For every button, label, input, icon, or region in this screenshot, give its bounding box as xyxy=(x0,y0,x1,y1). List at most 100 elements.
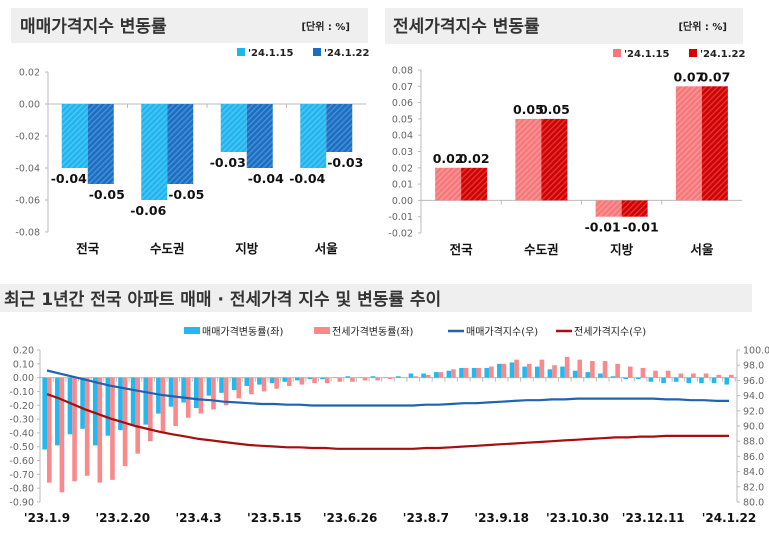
y-tick-label: 0.04 xyxy=(392,131,413,142)
bar xyxy=(509,362,515,378)
bar xyxy=(105,377,111,436)
bar xyxy=(362,377,368,381)
y-tick-label: 0.01 xyxy=(392,180,413,191)
bar xyxy=(269,377,275,384)
category-label: 전국 xyxy=(450,242,474,257)
bar xyxy=(653,370,658,378)
bar xyxy=(585,372,591,378)
sale-chart-title: 매매가격지수 변동률 xyxy=(20,17,167,37)
bar xyxy=(307,377,313,380)
bar xyxy=(324,377,330,384)
bar xyxy=(598,373,603,378)
data-label: -0.04 xyxy=(248,171,284,186)
bar xyxy=(729,374,734,378)
bar xyxy=(476,367,482,378)
bar-hatch xyxy=(220,104,247,152)
sale-chart-unit: [단위 : %] xyxy=(301,20,350,33)
line-series xyxy=(46,369,729,407)
legend-label: '24.1.15 xyxy=(248,48,293,59)
data-label: -0.05 xyxy=(168,187,204,202)
y-tick-label: -0.02 xyxy=(15,132,40,143)
bar xyxy=(249,377,254,395)
bar xyxy=(446,370,452,378)
sale-chart-title-band xyxy=(11,8,368,43)
yearly-trend-chart: 최근 1년간 전국 아파트 매매 · 전세가격 지수 및 변동률 추이 0.20… xyxy=(0,284,769,525)
data-label: 0.02 xyxy=(459,151,490,166)
bar xyxy=(489,366,494,378)
bar xyxy=(156,377,161,414)
bar xyxy=(345,376,351,378)
bar xyxy=(59,377,65,493)
left-tick-label: 0.10 xyxy=(13,359,34,370)
data-label: 0.05 xyxy=(539,102,570,117)
bar xyxy=(703,373,709,378)
category-label: 지방 xyxy=(610,242,634,257)
x-tick-label: '23.12.11 xyxy=(622,511,685,525)
data-label: -0.01 xyxy=(585,220,621,235)
legend-label: '24.1.22 xyxy=(324,48,369,59)
right-tick-label: 100.0 xyxy=(743,346,769,357)
bar xyxy=(320,377,325,380)
bar xyxy=(312,377,317,384)
bar xyxy=(635,377,641,380)
bar xyxy=(526,363,532,378)
jeonse-change-chart: 전세가격지수 변동률 [단위 : %] 0.08 0.07 0.06 0.05 0.04… xyxy=(385,8,745,257)
category-label: 수도권 xyxy=(524,242,559,257)
y-tick-label: -0.02 xyxy=(388,229,413,240)
bar xyxy=(388,377,393,380)
bar xyxy=(590,361,595,378)
bar xyxy=(173,377,178,426)
jeonse-chart-title: 전세가격지수 변동률 xyxy=(393,17,540,37)
right-tick-label: 86.0 xyxy=(743,452,764,463)
bar-hatch xyxy=(595,200,622,217)
bar xyxy=(552,365,557,378)
data-label: 0.07 xyxy=(699,69,730,84)
bar xyxy=(84,377,90,476)
category-label: 전국 xyxy=(76,241,100,256)
y-tick-label: -0.04 xyxy=(15,164,40,175)
left-tick-label: -0.90 xyxy=(9,498,34,509)
data-label: -0.04 xyxy=(289,171,325,186)
legend-label: 전세가격지수(우) xyxy=(574,325,646,338)
bar xyxy=(67,377,73,435)
y-tick-label: 0.05 xyxy=(392,114,413,125)
bar-hatch xyxy=(167,104,194,184)
bar xyxy=(244,377,250,386)
data-label: -0.06 xyxy=(130,203,166,218)
bar xyxy=(678,373,684,378)
bar xyxy=(602,361,608,378)
bar xyxy=(564,356,570,378)
y-tick-label: 0.06 xyxy=(392,98,413,109)
bar xyxy=(408,373,414,378)
bar xyxy=(130,377,136,425)
right-tick-label: 84.0 xyxy=(743,467,764,478)
bar xyxy=(143,377,149,425)
bar xyxy=(547,369,553,378)
legend-label: 전세가격변동률(좌) xyxy=(332,325,414,338)
y-tick-label: 0.02 xyxy=(19,68,40,79)
bar xyxy=(724,377,729,385)
data-label: 0.07 xyxy=(673,69,704,84)
category-label: 서울 xyxy=(690,242,714,257)
bar-hatch xyxy=(701,86,728,201)
bar xyxy=(716,374,721,378)
bar-hatch xyxy=(61,104,88,168)
right-tick-label: 90.0 xyxy=(743,422,764,433)
category-label: 지방 xyxy=(235,241,259,256)
bar xyxy=(160,377,166,433)
legend-swatch xyxy=(314,327,330,334)
bar xyxy=(206,377,212,396)
bar xyxy=(425,374,431,378)
x-tick-label: '23.5.15 xyxy=(247,511,302,525)
right-tick-label: 94.0 xyxy=(743,391,764,402)
trend-chart-title: 최근 1년간 전국 아파트 매매 · 전세가격 지수 및 변동률 추이 xyxy=(4,290,441,310)
bar xyxy=(433,372,439,378)
bar xyxy=(534,366,540,378)
y-tick-label: 0.00 xyxy=(392,196,413,207)
bar xyxy=(219,377,224,393)
data-label: -0.04 xyxy=(51,171,87,186)
y-tick-label: 0.02 xyxy=(392,163,413,174)
bar xyxy=(673,377,679,382)
bar xyxy=(350,377,355,382)
y-tick-label: -0.08 xyxy=(15,228,40,239)
